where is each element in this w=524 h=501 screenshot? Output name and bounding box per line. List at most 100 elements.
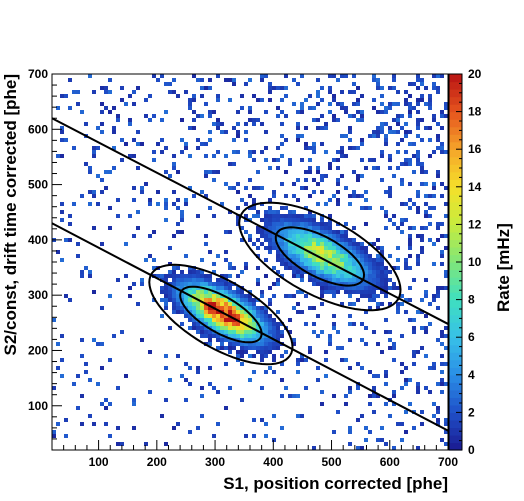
heatmap-cell [208, 110, 212, 114]
y-tick-label: 500 [28, 178, 48, 192]
heatmap-cell [320, 282, 324, 286]
heatmap-cell [60, 138, 64, 142]
heatmap-cell [348, 194, 352, 198]
heatmap-cell [256, 214, 260, 218]
heatmap-cell [292, 246, 296, 250]
heatmap-cell [272, 246, 276, 250]
heatmap-cell [316, 366, 320, 370]
heatmap-cell [168, 290, 172, 294]
heatmap-cell [424, 354, 428, 358]
heatmap-cell [304, 230, 308, 234]
heatmap-cell [216, 126, 220, 130]
heatmap-cell [428, 238, 432, 242]
heatmap-cell [104, 422, 108, 426]
heatmap-cell [152, 74, 156, 78]
heatmap-cell [372, 134, 376, 138]
heatmap-cell [220, 294, 224, 298]
heatmap-cell [348, 266, 352, 270]
heatmap-cell [304, 258, 308, 262]
heatmap-cell [280, 98, 284, 102]
heatmap-cell [72, 202, 76, 206]
heatmap-cell [420, 410, 424, 414]
heatmap-cell [356, 362, 360, 366]
heatmap-cell [336, 150, 340, 154]
heatmap-cell [228, 342, 232, 346]
heatmap-cell [272, 334, 276, 338]
colorbar-segment [449, 81, 462, 90]
heatmap-cell [216, 74, 220, 78]
heatmap-cell [392, 130, 396, 134]
heatmap-cell [240, 346, 244, 350]
heatmap-cell [220, 282, 224, 286]
heatmap-cell [292, 214, 296, 218]
heatmap-cell [132, 426, 136, 430]
heatmap-cell [332, 430, 336, 434]
heatmap-cell [340, 154, 344, 158]
colorbar-segment [449, 314, 462, 323]
heatmap-cell [264, 346, 268, 350]
heatmap-cell [292, 270, 296, 274]
heatmap-cell [92, 190, 96, 194]
heatmap-cell [440, 262, 444, 266]
heatmap-cell [280, 206, 284, 210]
heatmap-cell [244, 310, 248, 314]
heatmap-cell [300, 278, 304, 282]
heatmap-cells [52, 70, 448, 450]
heatmap-cell [236, 294, 240, 298]
heatmap-cell [392, 266, 396, 270]
heatmap-cell [440, 286, 444, 290]
heatmap-cell [360, 262, 364, 266]
heatmap-cell [432, 414, 436, 418]
heatmap-cell [280, 86, 284, 90]
heatmap-cell [292, 238, 296, 242]
heatmap-cell [228, 350, 232, 354]
heatmap-cell [108, 78, 112, 82]
heatmap-cell [300, 270, 304, 274]
heatmap-cell [428, 94, 432, 98]
heatmap-cell [92, 290, 96, 294]
heatmap-cell [180, 150, 184, 154]
heatmap-cell [128, 214, 132, 218]
heatmap-cell [260, 346, 264, 350]
heatmap-cell [276, 282, 280, 286]
heatmap-cell [200, 278, 204, 282]
heatmap-cell [224, 306, 228, 310]
heatmap-cell [276, 238, 280, 242]
heatmap-cell [400, 230, 404, 234]
heatmap-cell [372, 282, 376, 286]
heatmap-cell [172, 202, 176, 206]
heatmap-cell [348, 130, 352, 134]
heatmap-cell [280, 354, 284, 358]
heatmap-cell [388, 338, 392, 342]
heatmap-cell [304, 262, 308, 266]
heatmap-cell [332, 250, 336, 254]
heatmap-cell [316, 314, 320, 318]
heatmap-cell [220, 278, 224, 282]
heatmap-cell [300, 414, 304, 418]
heatmap-cell [196, 282, 200, 286]
heatmap-cell [212, 214, 216, 218]
heatmap-cell [268, 326, 272, 330]
heatmap-cell [240, 310, 244, 314]
heatmap-cell [244, 230, 248, 234]
heatmap-cell [296, 258, 300, 262]
colorbar-segment [449, 224, 462, 233]
heatmap-cell [376, 374, 380, 378]
heatmap-cell [340, 146, 344, 150]
heatmap-cell [232, 78, 236, 82]
heatmap-cell [136, 70, 140, 74]
heatmap-cell [256, 210, 260, 214]
heatmap-cell [208, 334, 212, 338]
heatmap-cell [256, 246, 260, 250]
heatmap-cell [228, 210, 232, 214]
heatmap-cell [140, 282, 144, 286]
heatmap-cell [236, 218, 240, 222]
heatmap-cell [116, 118, 120, 122]
heatmap-cell [284, 222, 288, 226]
heatmap-cell [208, 298, 212, 302]
heatmap-cell [284, 294, 288, 298]
heatmap-cell [280, 234, 284, 238]
heatmap-cell [260, 354, 264, 358]
heatmap-cell [444, 150, 448, 154]
heatmap-cell [168, 294, 172, 298]
